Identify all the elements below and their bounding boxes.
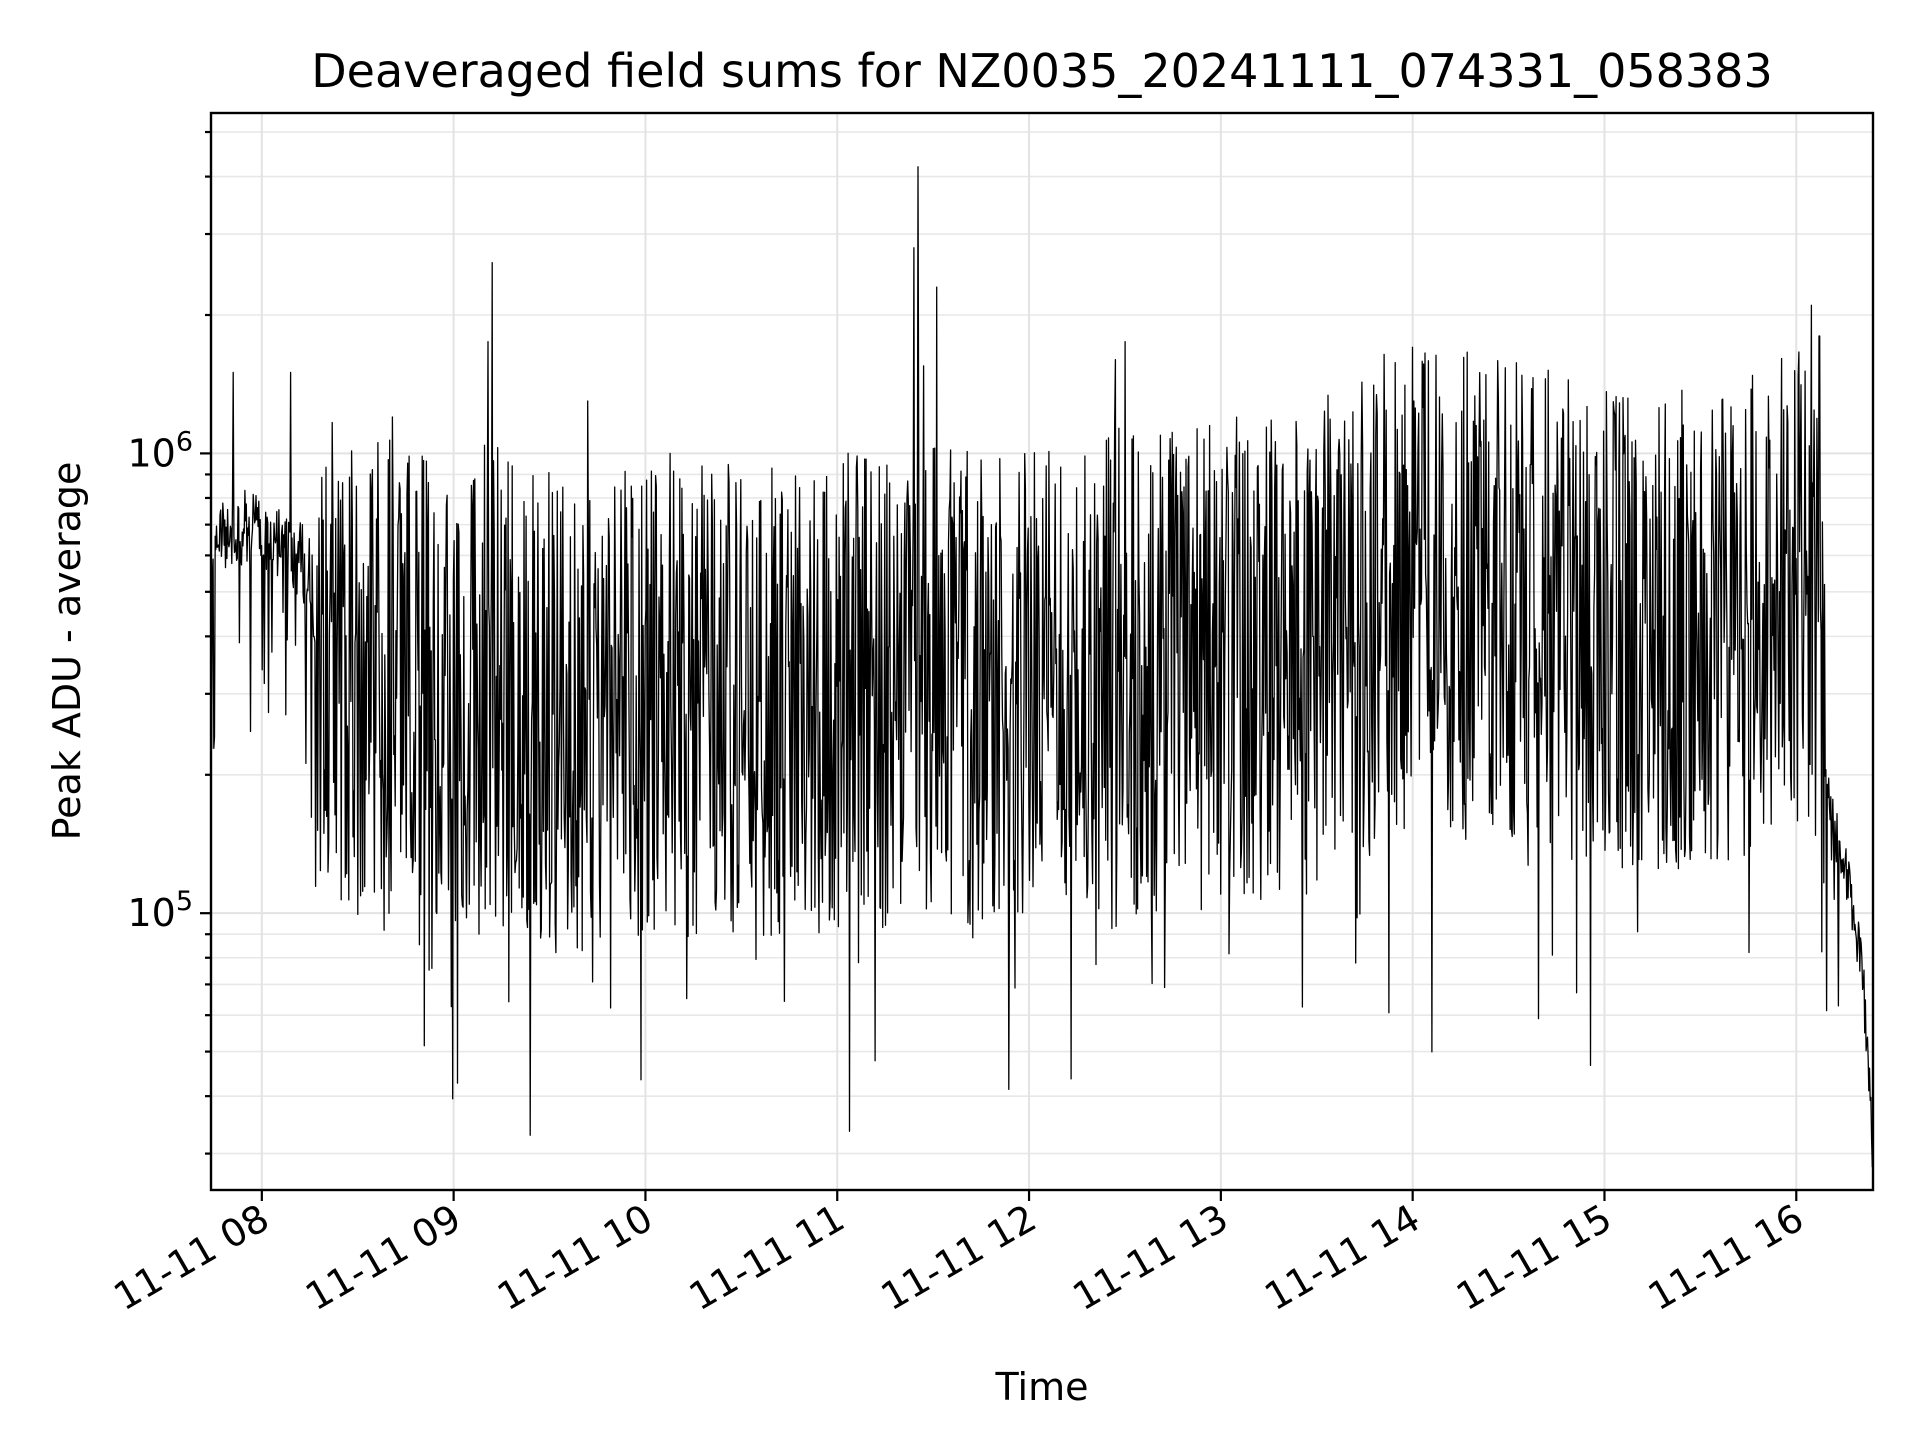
x-tick-label: 11-11 14 <box>1257 1196 1427 1320</box>
y-tick-label: 106 <box>127 426 193 475</box>
chart-title: Deaveraged field sums for NZ0035_2024111… <box>311 44 1772 98</box>
x-tick-label: 11-11 09 <box>298 1196 468 1320</box>
x-axis: 11-11 08 11-11 09 11-11 10 11-11 11 11-11 12… <box>106 1190 1811 1320</box>
plot-frame <box>209 111 1875 1192</box>
x-tick-label: 11-11 12 <box>874 1196 1044 1320</box>
series-layer <box>210 166 1874 1168</box>
x-tick-label: 11-11 11 <box>682 1196 852 1320</box>
y-axis-label: Peak ADU - average <box>45 462 89 841</box>
x-tick-label: 11-11 10 <box>490 1196 660 1320</box>
x-tick-label: 11-11 13 <box>1065 1196 1235 1320</box>
series-line <box>210 166 1874 1168</box>
x-tick-label: 11-11 08 <box>106 1196 276 1320</box>
y-tick-label: 105 <box>127 886 193 935</box>
x-axis-label: Time <box>995 1365 1089 1409</box>
x-tick-label: 11-11 16 <box>1641 1196 1811 1320</box>
x-tick-label: 11-11 15 <box>1449 1196 1619 1320</box>
y-axis: 105 106 <box>127 130 211 1155</box>
